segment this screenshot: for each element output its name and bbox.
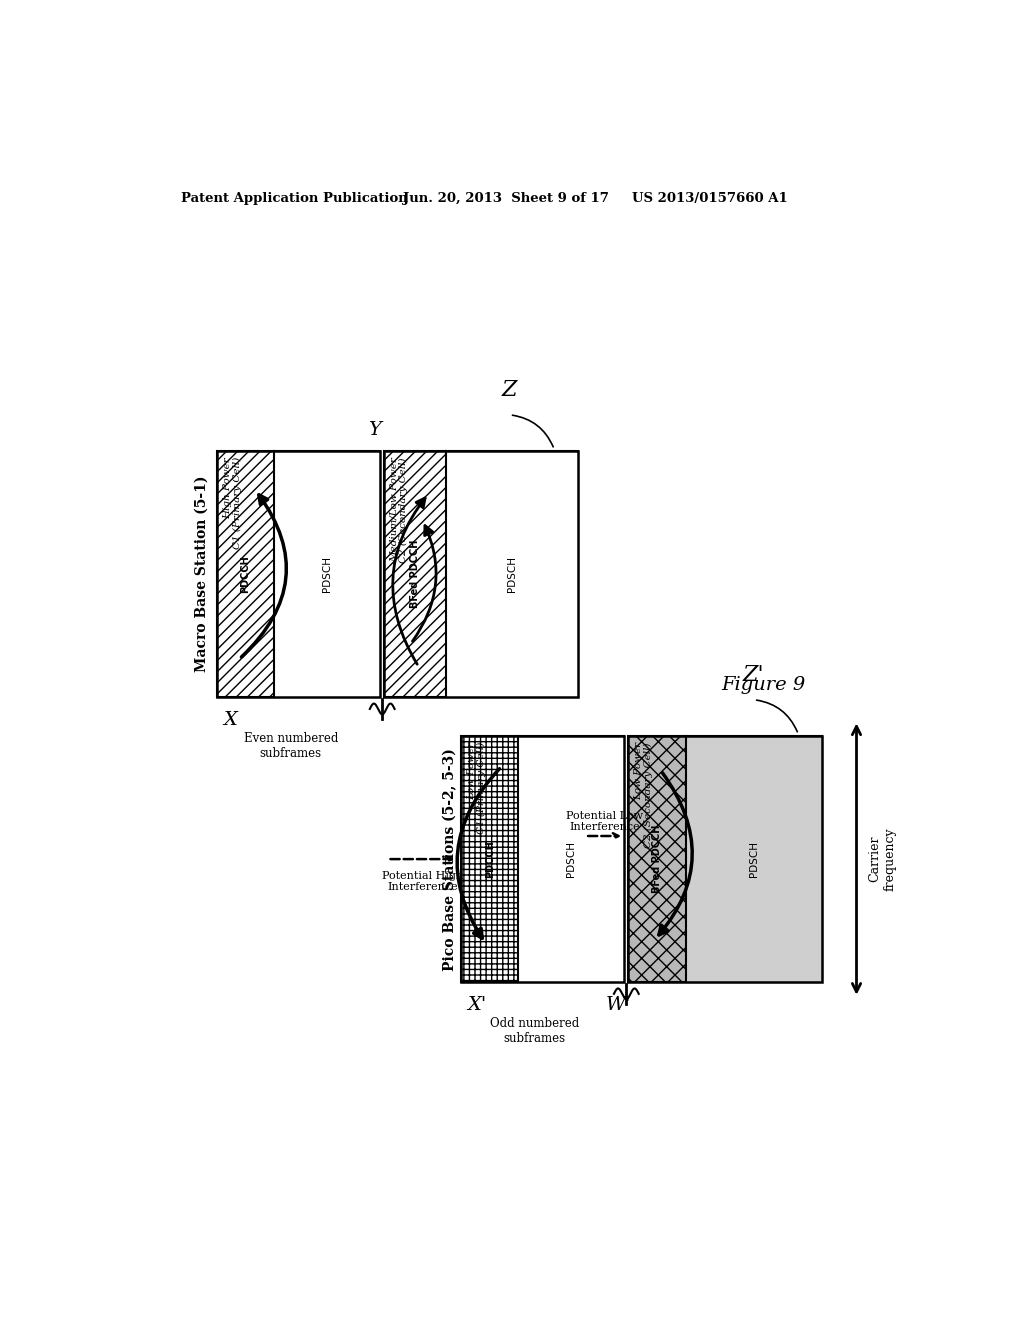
Text: Z: Z	[502, 379, 517, 401]
Text: Z': Z'	[743, 664, 765, 686]
Bar	[628, 737, 821, 982]
Text: Pico Base Stations (5-2, 5-3): Pico Base Stations (5-2, 5-3)	[442, 747, 457, 970]
Text: Figure 9: Figure 9	[721, 676, 806, 693]
Bar	[461, 737, 624, 982]
Bar	[217, 451, 380, 697]
Bar	[518, 737, 624, 982]
Text: C2 (Secondary Cell): C2 (Secondary Cell)	[643, 742, 652, 847]
FancyArrowPatch shape	[658, 772, 692, 935]
Text: X': X'	[467, 997, 486, 1014]
FancyArrowPatch shape	[457, 768, 500, 939]
Bar	[274, 451, 380, 697]
Bar	[445, 451, 578, 697]
FancyArrowPatch shape	[757, 700, 798, 731]
Text: Medium/Low Power: Medium/Low Power	[390, 457, 399, 562]
Bar	[628, 737, 821, 982]
Text: Low Power: Low Power	[468, 742, 476, 800]
Text: PDCCH: PDCCH	[241, 556, 251, 593]
Bar	[461, 737, 624, 982]
Text: PDCCH: PDCCH	[484, 841, 495, 878]
Text: PDSCH: PDSCH	[566, 841, 577, 876]
Text: BFed PDCCH: BFed PDCCH	[652, 825, 662, 894]
Text: PDSCH: PDSCH	[507, 556, 517, 593]
Text: Low Power: Low Power	[634, 742, 643, 800]
Text: Macro Base Station (5-1): Macro Base Station (5-1)	[195, 477, 209, 672]
Text: US 2013/0157660 A1: US 2013/0157660 A1	[632, 191, 787, 205]
FancyArrowPatch shape	[413, 525, 436, 642]
Bar	[628, 737, 821, 982]
Text: C1 (Primary Cell): C1 (Primary Cell)	[232, 457, 242, 549]
FancyArrowPatch shape	[242, 495, 287, 657]
Bar	[384, 451, 578, 697]
Text: Odd numbered
subframes: Odd numbered subframes	[490, 1016, 580, 1045]
Bar	[384, 451, 578, 697]
Text: X: X	[223, 711, 238, 729]
Text: PDSCH: PDSCH	[322, 556, 332, 593]
Text: Jun. 20, 2013  Sheet 9 of 17: Jun. 20, 2013 Sheet 9 of 17	[403, 191, 609, 205]
FancyArrowPatch shape	[393, 498, 425, 664]
Text: High Power: High Power	[223, 457, 232, 519]
Bar	[217, 451, 380, 697]
Text: Patent Application Publication: Patent Application Publication	[180, 191, 408, 205]
Bar	[217, 451, 380, 697]
Text: Potential High
Interference: Potential High Interference	[382, 871, 463, 892]
Text: Y: Y	[368, 421, 381, 440]
Text: C2 (Secondary Cell): C2 (Secondary Cell)	[399, 457, 409, 562]
Text: C1 (Primary Cell): C1 (Primary Cell)	[477, 742, 486, 834]
Bar	[384, 451, 578, 697]
Bar	[686, 737, 821, 982]
Text: Carrier
frequency: Carrier frequency	[868, 828, 896, 891]
FancyArrowPatch shape	[512, 416, 553, 447]
Bar	[686, 737, 821, 982]
Text: PDSCH: PDSCH	[749, 841, 759, 876]
Text: Even numbered
subframes: Even numbered subframes	[244, 733, 338, 760]
Text: BFed PDCCH: BFed PDCCH	[410, 540, 420, 609]
Bar	[461, 737, 624, 982]
Text: W': W'	[606, 997, 631, 1014]
Text: Potential Low
Interference: Potential Low Interference	[566, 810, 643, 832]
